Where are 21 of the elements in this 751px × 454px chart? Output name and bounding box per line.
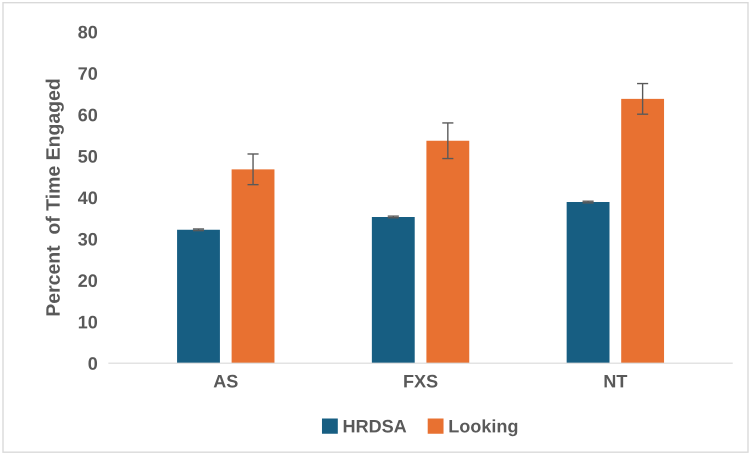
bar xyxy=(372,216,415,364)
legend-label: Looking xyxy=(449,419,518,436)
y-tick-label: 10 xyxy=(78,316,98,328)
y-axis-title: Percent of Time Engaged xyxy=(46,80,64,316)
legend-label: HRDSA xyxy=(344,420,406,433)
y-tick-label: 40 xyxy=(78,191,98,204)
bar xyxy=(621,98,664,364)
bar xyxy=(177,230,220,364)
bar xyxy=(426,140,470,364)
y-tick-label: 30 xyxy=(78,232,98,246)
x-tick-label: FXS xyxy=(404,374,438,388)
y-tick-label: 50 xyxy=(78,150,98,163)
y-tick-label: 20 xyxy=(78,274,98,288)
y-tick-label: 60 xyxy=(78,108,98,122)
bar xyxy=(566,202,610,364)
y-tick-label: 80 xyxy=(78,26,98,38)
bar xyxy=(232,169,274,364)
x-tick-label: NT xyxy=(604,374,628,388)
y-tick-label: 70 xyxy=(78,67,98,80)
x-tick-label: AS xyxy=(214,374,238,388)
y-tick-label: 0 xyxy=(88,357,98,370)
